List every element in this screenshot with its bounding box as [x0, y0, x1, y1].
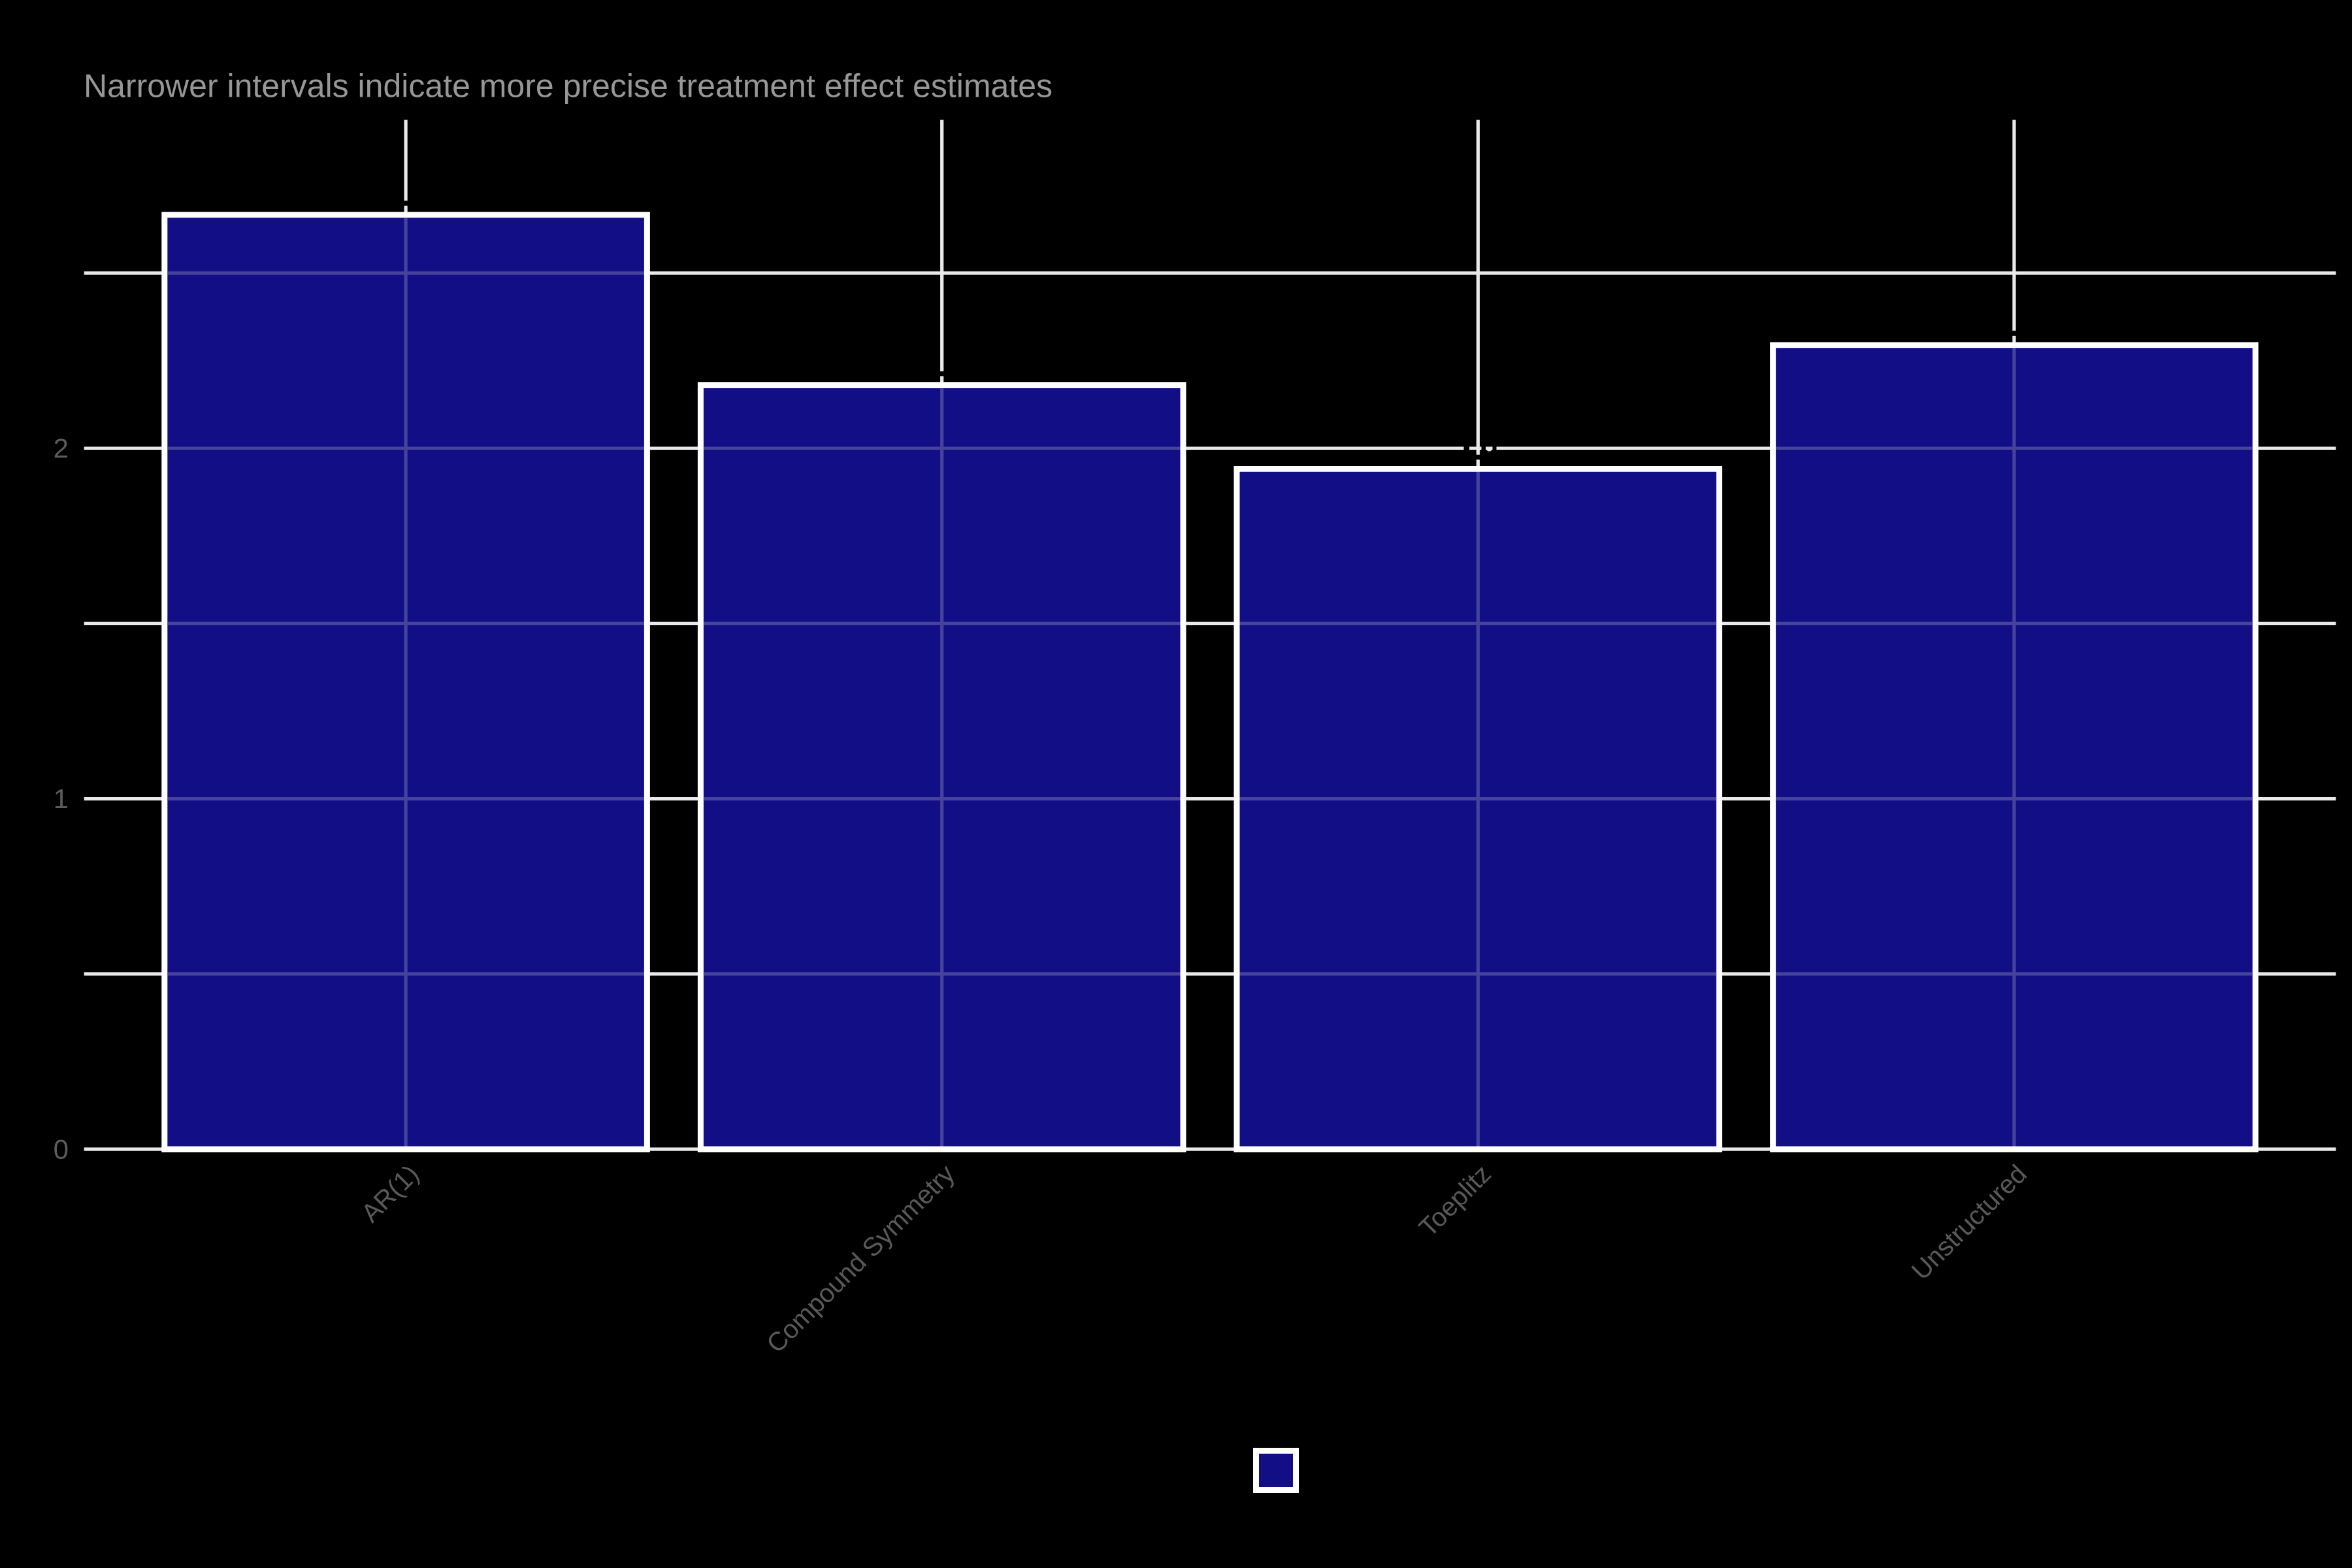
svg-text:Narrower intervals indicate mo: Narrower intervals indicate more precise…: [84, 68, 1053, 105]
svg-text:2: 2: [54, 433, 69, 464]
svg-text:0: 0: [54, 1134, 69, 1165]
svg-text:1: 1: [54, 783, 69, 814]
